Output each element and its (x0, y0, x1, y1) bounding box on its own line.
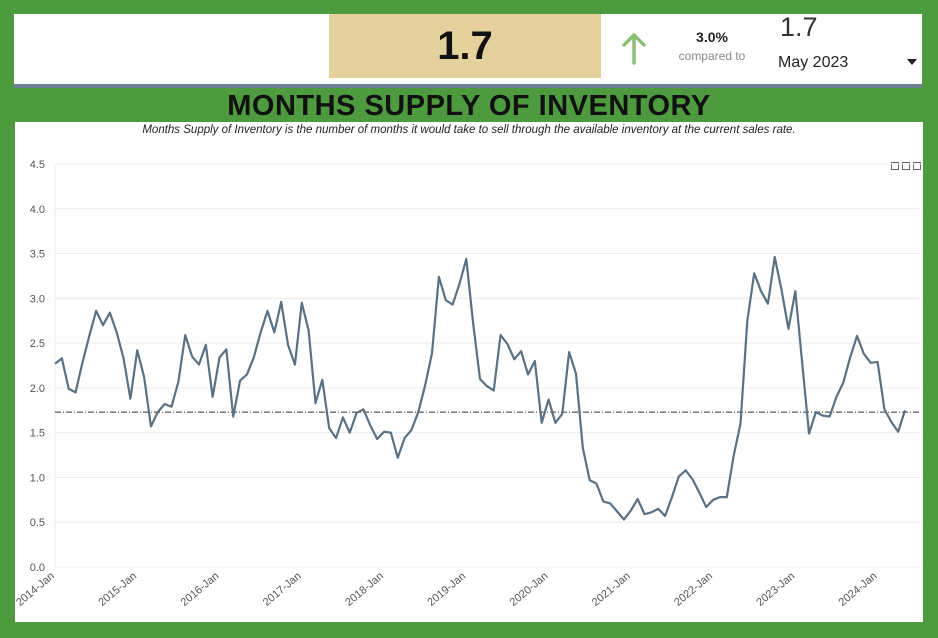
period-dropdown-value: May 2023 (778, 54, 849, 71)
x-tick-label: 2015-Jan (96, 570, 139, 609)
y-tick-label: 3.0 (30, 293, 45, 305)
y-tick-label: 0.5 (30, 517, 45, 529)
y-tick-label: 3.5 (30, 249, 45, 261)
x-tick-label: 2017-Jan (261, 570, 304, 609)
download-icon[interactable] (891, 162, 899, 170)
page-title: MONTHS SUPPLY OF INVENTORY (227, 90, 711, 122)
kpi-bar: 1.7 3.0% compared to 1.7 May 2023 (14, 12, 922, 84)
y-tick-label: 0.0 (30, 562, 45, 574)
chart-panel: Months Supply of Inventory is the number… (15, 122, 923, 622)
y-tick-label: 2.0 (30, 383, 45, 395)
x-tick-label: 2021-Jan (590, 570, 633, 609)
period-dropdown[interactable]: May 2023 (778, 54, 918, 72)
y-tick-label: 1.0 (30, 472, 45, 484)
chart-toolbar (891, 162, 921, 170)
period-value: 1.7 (780, 12, 818, 42)
chart-subtitle: Months Supply of Inventory is the number… (142, 124, 796, 136)
y-tick-label: 4.5 (30, 159, 45, 171)
export-icon[interactable] (913, 162, 921, 170)
copy-icon[interactable] (902, 162, 910, 170)
y-tick-label: 4.0 (30, 204, 45, 216)
y-tick-label: 2.5 (30, 338, 45, 350)
x-tick-label: 2023-Jan (754, 570, 797, 609)
x-tick-label: 2024-Jan (837, 570, 880, 609)
x-tick-label: 2019-Jan (425, 570, 468, 609)
arrow-up-icon (622, 33, 646, 65)
divider (14, 84, 922, 88)
x-tick-label: 2020-Jan (508, 570, 551, 609)
change-percent: 3.0% (696, 29, 728, 45)
x-tick-label: 2022-Jan (672, 570, 715, 609)
x-tick-label: 2016-Jan (179, 570, 222, 609)
caret-down-icon[interactable] (907, 59, 917, 65)
compared-to-label: compared to (678, 49, 746, 63)
x-tick-label: 2014-Jan (15, 570, 57, 609)
x-tick-label: 2018-Jan (343, 570, 386, 609)
y-tick-label: 1.5 (30, 428, 45, 440)
series-line (54, 256, 907, 521)
line-chart: 0.0 0.5 1.0 1.5 2.0 2.5 3.0 3.5 4.0 4.5 2014-Jan 20… (15, 159, 921, 609)
kpi-value: 1.7 (329, 14, 601, 78)
